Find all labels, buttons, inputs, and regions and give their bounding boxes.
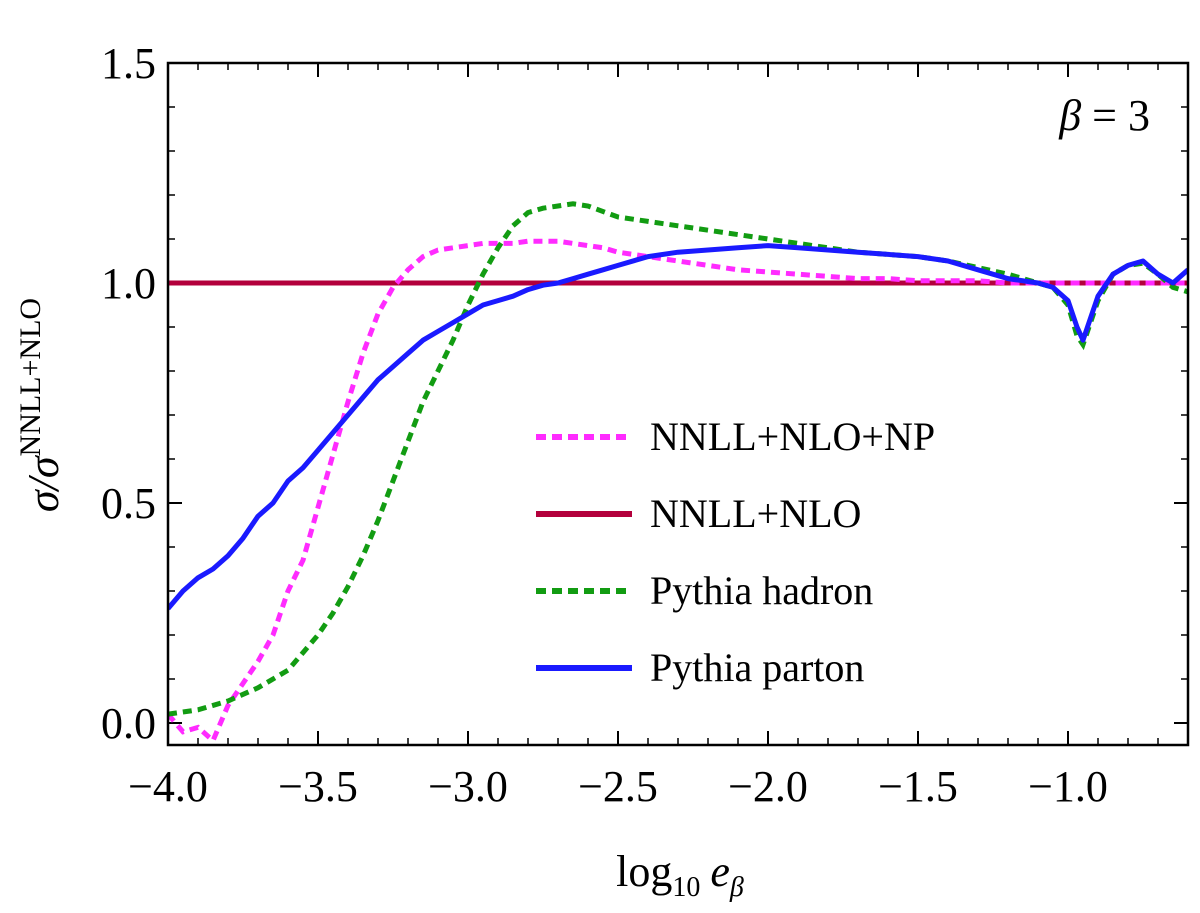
x-tick-label: −1.5 — [878, 762, 958, 811]
series-line-nnll-nlo-np — [168, 238, 1188, 745]
x-tick-label: −4.0 — [128, 762, 208, 811]
legend-label: Pythia parton — [650, 645, 864, 690]
plot-frame — [166, 61, 1190, 747]
legend-label: NNLL+NLO+NP — [650, 414, 935, 459]
x-axis-title-var-sub: β — [729, 872, 744, 903]
x-tick-label: −2.5 — [578, 762, 658, 811]
annotation-beta-symbol: β — [1058, 91, 1081, 140]
legend-entry: NNLL+NLO — [536, 491, 861, 536]
y-tick-label: 0.0 — [101, 699, 156, 748]
y-tick-label: 1.5 — [101, 39, 156, 88]
legend-entry: Pythia hadron — [536, 568, 873, 613]
annotation-beta: β = 3 — [1058, 91, 1150, 140]
tick-labels: −4.0 −3.5 −3.0 −2.5 −2.0 −1.5 −1.0 0.0 0.5 1.0 1.5 — [101, 39, 1108, 811]
x-axis-title-var: e — [710, 847, 730, 896]
series-line-pythia-parton — [168, 243, 1188, 611]
legend: NNLL+NLO+NP NNLL+NLO Pythia hadron Pythia p… — [536, 414, 935, 690]
legend-label: NNLL+NLO — [650, 491, 861, 536]
y-tick-label: 1.0 — [101, 259, 156, 308]
x-tick-label: −1.0 — [1028, 762, 1108, 811]
legend-entry: NNLL+NLO+NP — [536, 414, 935, 459]
x-tick-label: −3.0 — [428, 762, 508, 811]
y-axis-title: σ/σNNLL+NLO — [14, 298, 68, 512]
legend-label: Pythia hadron — [650, 568, 873, 613]
y-tick-label: 0.5 — [101, 479, 156, 528]
x-tick-label: −2.0 — [728, 762, 808, 811]
legend-entry: Pythia parton — [536, 645, 864, 690]
y-axis-title-main: σ/σ — [19, 454, 68, 512]
series-layer — [168, 201, 1188, 745]
x-axis-title-log: log — [616, 847, 672, 896]
x-axis-title: log10 eβ — [616, 847, 744, 903]
annotation-beta-value: = 3 — [1081, 91, 1150, 140]
x-axis-title-log-base: 10 — [672, 872, 700, 903]
y-axis-title-sup: NNLL+NLO — [14, 298, 47, 457]
x-tick-label: −3.5 — [278, 762, 358, 811]
